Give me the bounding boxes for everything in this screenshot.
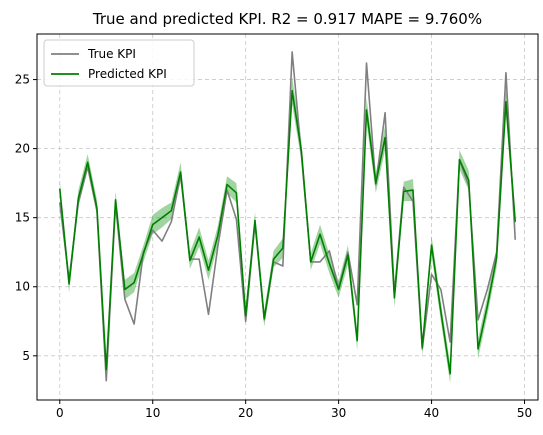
x-tick-label: 20 — [238, 406, 253, 420]
y-tick-label: 5 — [22, 349, 30, 363]
legend: True KPI Predicted KPI — [43, 39, 195, 87]
y-tick-label: 10 — [15, 280, 30, 294]
axis-ticks: 0 10 20 30 40 50 5 10 15 20 25 — [15, 73, 532, 420]
legend-label: True KPI — [87, 47, 136, 61]
y-tick-label: 15 — [15, 211, 30, 225]
y-tick-label: 25 — [15, 73, 30, 87]
legend-box — [43, 39, 195, 87]
legend-label: Predicted KPI — [88, 67, 167, 81]
gridlines — [37, 34, 538, 400]
predicted-kpi-line — [58, 89, 517, 375]
x-tick-label: 10 — [145, 406, 160, 420]
x-tick-label: 50 — [517, 406, 532, 420]
x-tick-label: 40 — [424, 406, 439, 420]
y-tick-label: 20 — [15, 142, 30, 156]
series-lines — [58, 51, 517, 382]
chart-title: True and predicted KPI. R2 = 0.917 MAPE … — [92, 10, 482, 28]
x-tick-label: 30 — [331, 406, 346, 420]
x-tick-label: 0 — [56, 406, 64, 420]
plot-frame — [36, 33, 539, 401]
